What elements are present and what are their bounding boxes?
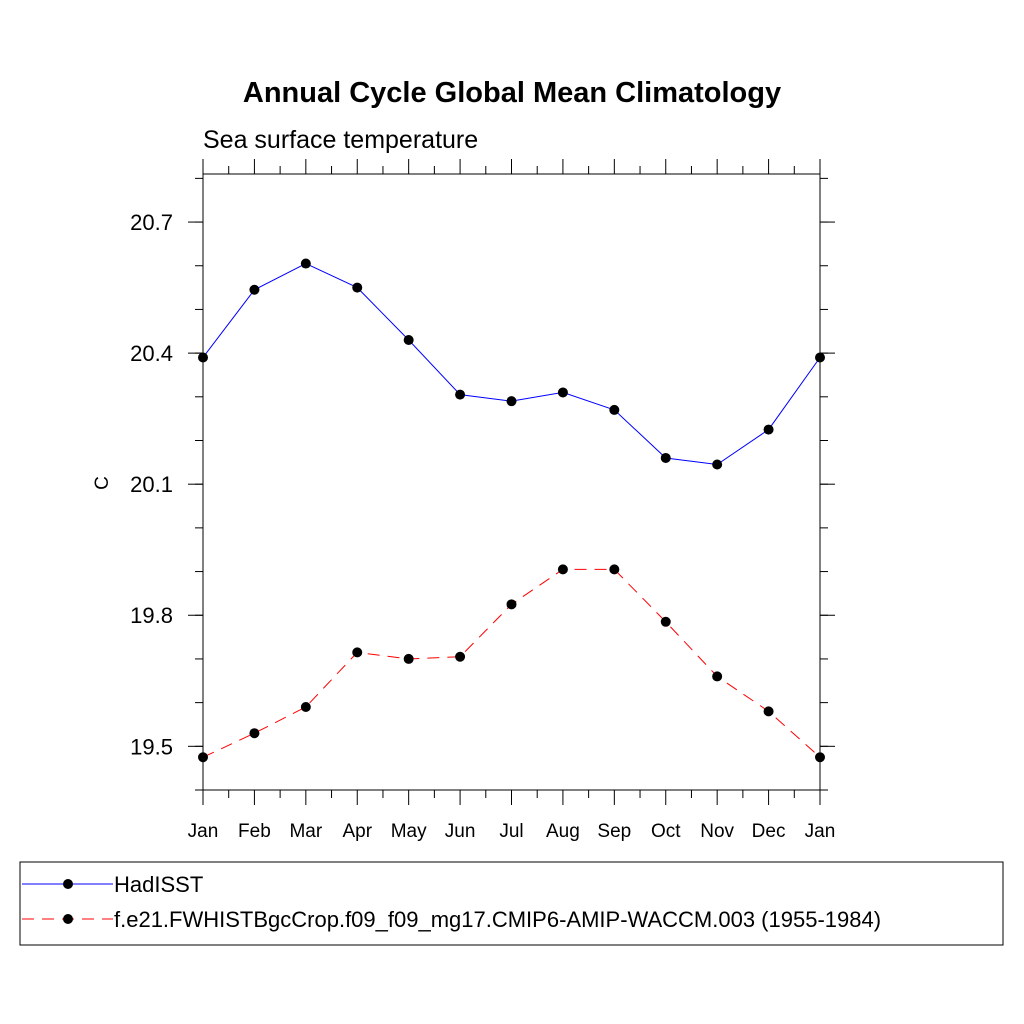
data-point bbox=[763, 424, 774, 435]
x-tick-label: Jul bbox=[499, 821, 523, 842]
y-tick-label: 19.5 bbox=[130, 734, 173, 759]
series-0 bbox=[198, 258, 825, 470]
y-tick-label: 20.7 bbox=[130, 210, 173, 235]
data-point bbox=[506, 396, 517, 407]
data-point bbox=[198, 752, 208, 763]
axes: 19.5 19.8 20.1 20.4 20.7 Jan Feb Mar Apr May Jun Ju… bbox=[130, 159, 835, 842]
data-point bbox=[300, 258, 311, 269]
chart-subtitle: Sea surface temperature bbox=[203, 126, 478, 154]
data-point bbox=[403, 335, 414, 346]
x-tick-label: Jan bbox=[805, 821, 836, 842]
x-tick-label: Apr bbox=[342, 821, 372, 842]
data-point bbox=[712, 459, 723, 470]
legend-label-model: f.e21.FWHISTBgcCrop.f09_f09_mg17.CMIP6-A… bbox=[114, 907, 881, 932]
legend-marker-model bbox=[63, 914, 73, 924]
data-point bbox=[403, 653, 414, 664]
y-tick-label: 20.4 bbox=[130, 341, 173, 366]
data-point bbox=[815, 352, 825, 363]
x-tick-label: Mar bbox=[289, 821, 322, 842]
chart-title: Annual Cycle Global Mean Climatology bbox=[243, 77, 781, 109]
data-point bbox=[557, 564, 568, 575]
data-point bbox=[455, 389, 466, 400]
x-tick-label: Feb bbox=[238, 821, 271, 842]
x-tick-label: May bbox=[391, 821, 427, 842]
y-tick-label: 19.8 bbox=[130, 603, 173, 628]
data-point bbox=[815, 752, 825, 763]
x-tick-label: Aug bbox=[546, 821, 580, 842]
data-point bbox=[352, 282, 363, 293]
data-point bbox=[763, 706, 774, 717]
data-point bbox=[557, 387, 568, 398]
x-tick-label: Jun bbox=[445, 821, 476, 842]
data-point bbox=[300, 701, 311, 712]
data-point bbox=[506, 599, 517, 610]
x-tick-label: Dec bbox=[752, 821, 786, 842]
data-point bbox=[455, 651, 466, 662]
data-point bbox=[609, 404, 620, 415]
legend-box bbox=[19, 861, 1004, 946]
x-tick-label: Oct bbox=[651, 821, 681, 842]
y-tick-label: 20.1 bbox=[130, 472, 173, 497]
legend-label-hadisst: HadISST bbox=[114, 872, 203, 897]
x-tick-label: Jan bbox=[188, 821, 219, 842]
data-point bbox=[712, 671, 723, 682]
series-line-1 bbox=[202, 568, 821, 758]
legend: HadISST f.e21.FWHISTBgcCrop.f09_f09_mg17… bbox=[19, 861, 1004, 946]
data-point bbox=[249, 728, 260, 739]
x-tick-label: Nov bbox=[700, 821, 734, 842]
legend-marker-hadisst bbox=[63, 879, 73, 889]
data-point bbox=[352, 647, 363, 658]
plot-frame bbox=[202, 173, 821, 791]
data-point bbox=[660, 452, 671, 463]
series-line-0 bbox=[202, 263, 821, 466]
series-layer bbox=[198, 258, 825, 763]
data-point bbox=[660, 616, 671, 627]
data-point bbox=[249, 284, 260, 295]
series-1 bbox=[198, 564, 825, 763]
x-tick-label: Sep bbox=[597, 821, 631, 842]
data-point bbox=[198, 352, 208, 363]
y-axis-label: C bbox=[92, 476, 113, 490]
data-point bbox=[609, 564, 620, 575]
